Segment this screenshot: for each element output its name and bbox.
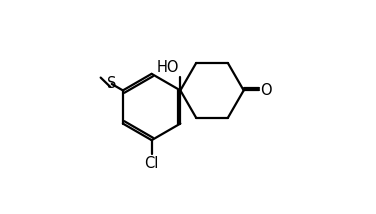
Text: O: O (261, 83, 272, 98)
Text: S: S (107, 76, 117, 92)
Text: Cl: Cl (144, 156, 159, 171)
Text: HO: HO (157, 60, 179, 75)
